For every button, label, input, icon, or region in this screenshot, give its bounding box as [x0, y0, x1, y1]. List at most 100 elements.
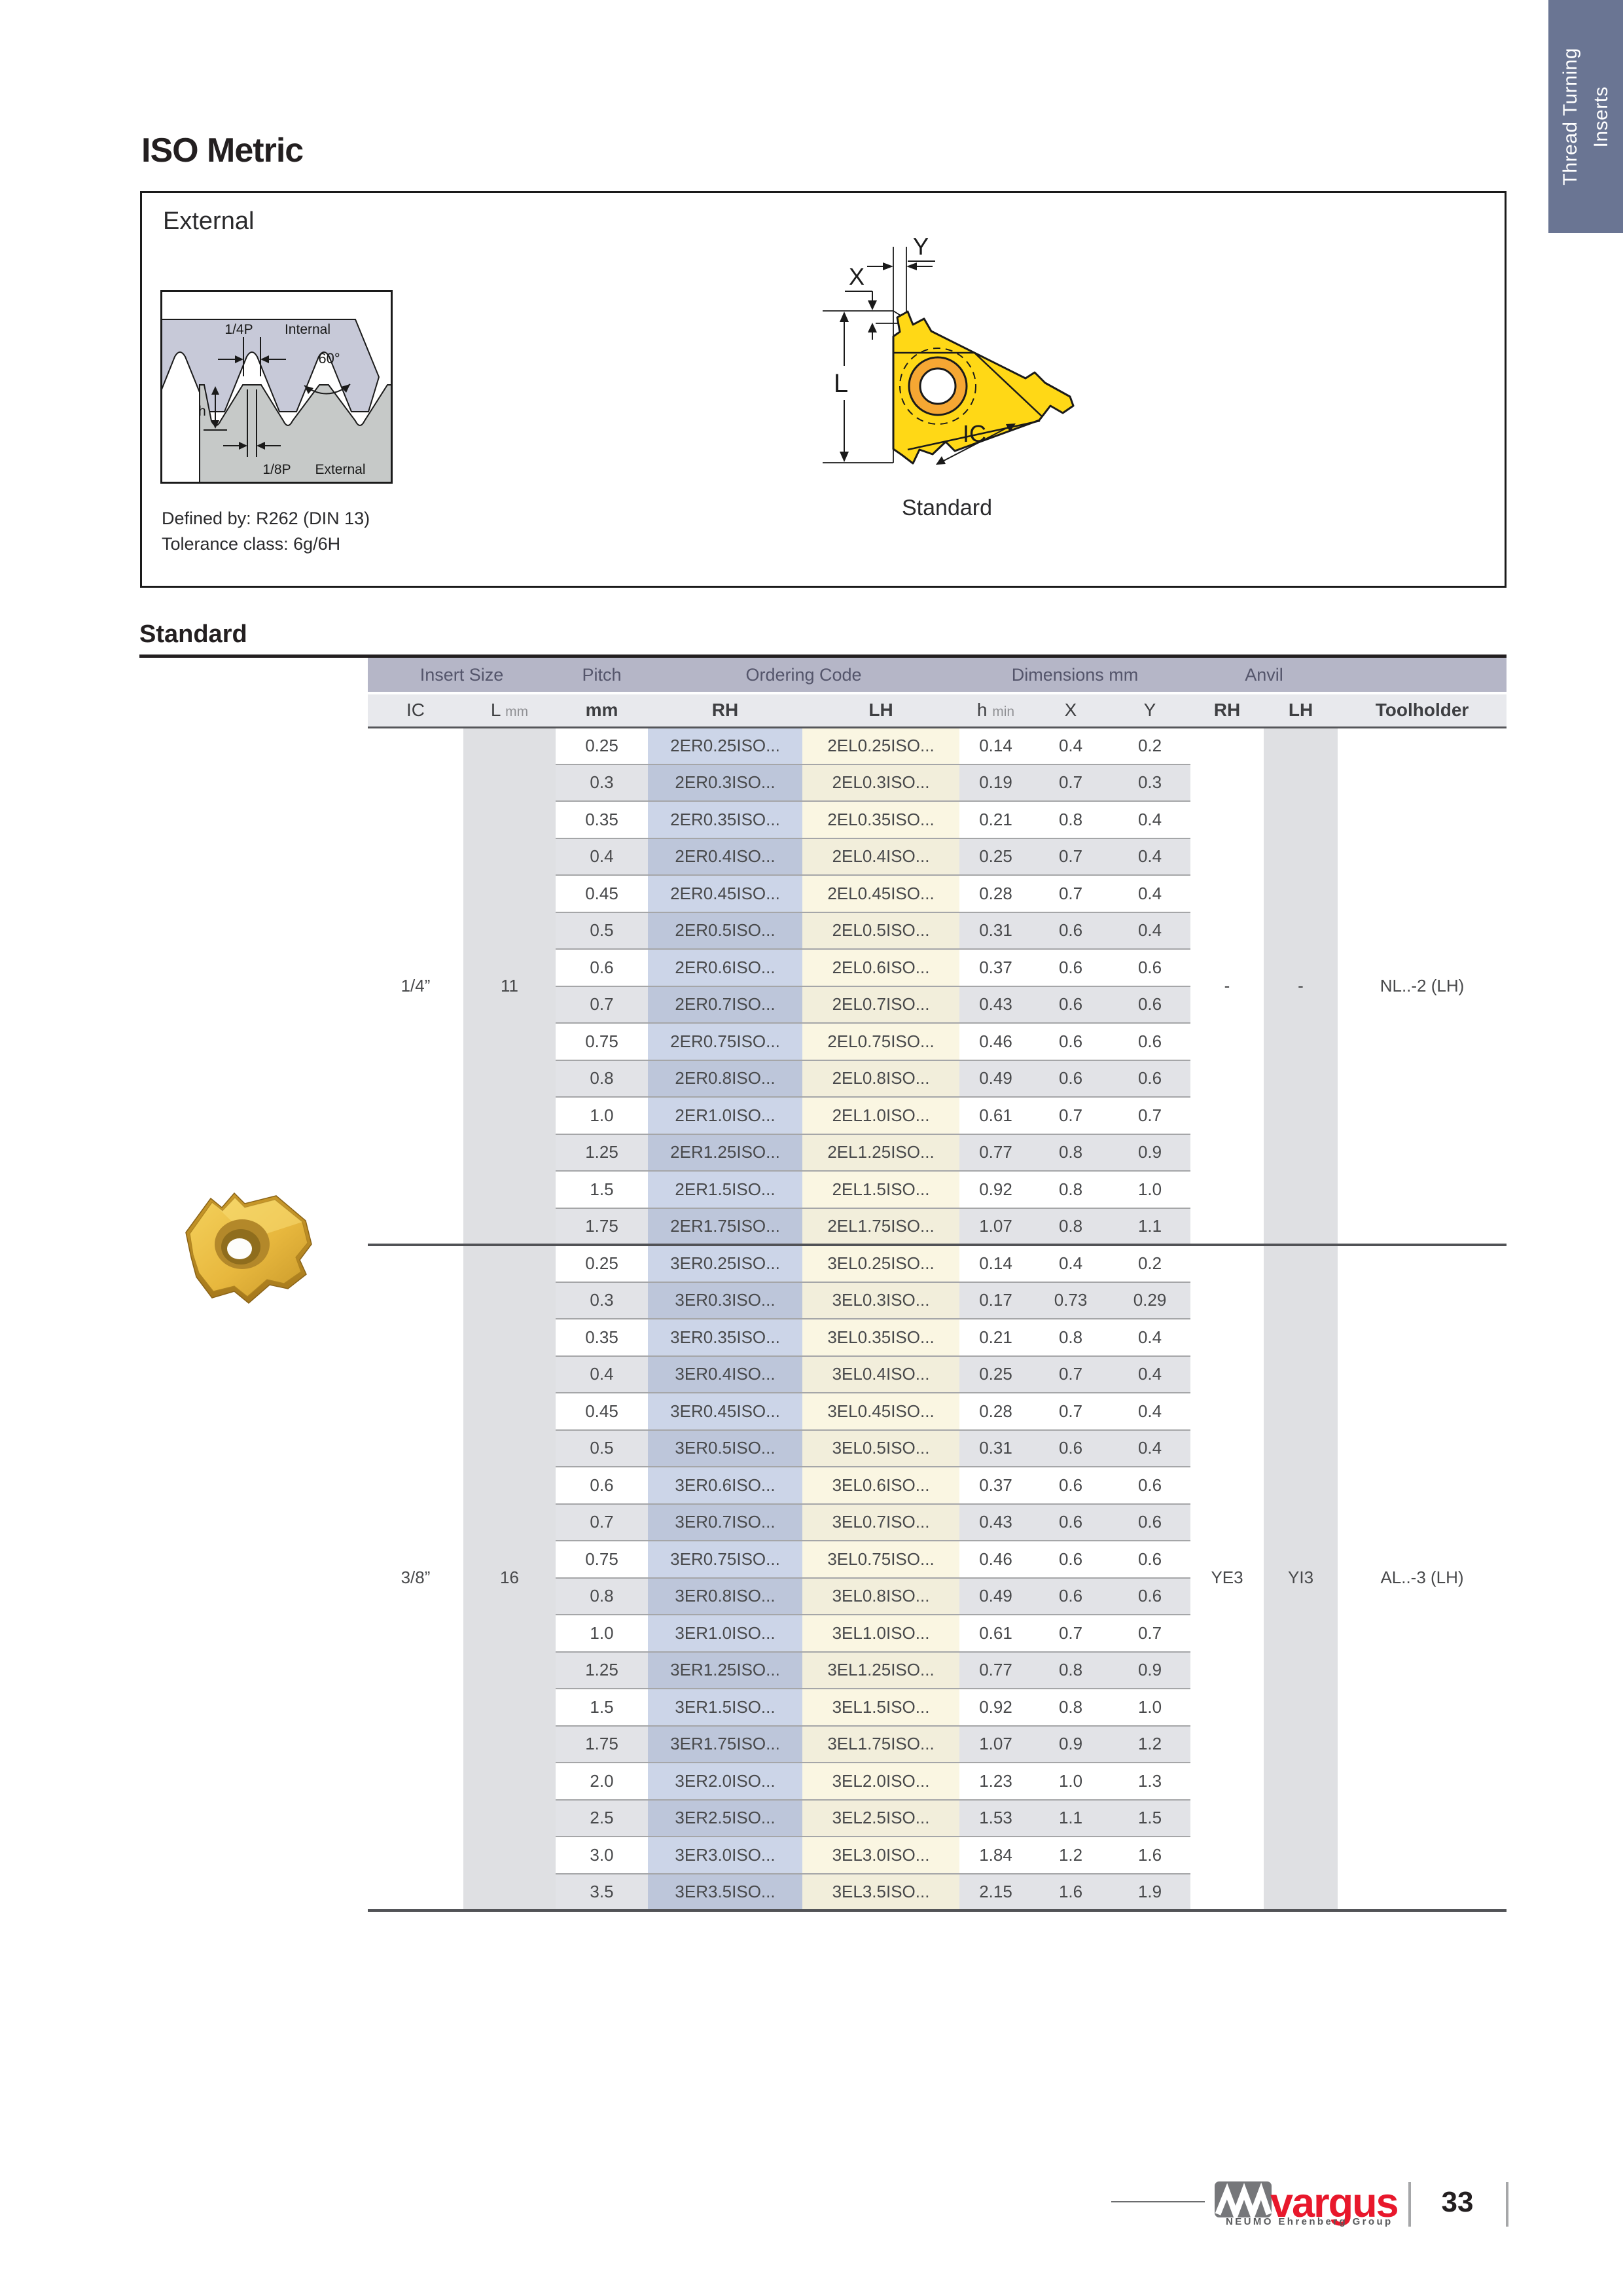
- arrowhead: [304, 386, 313, 394]
- cell-code-lh: 2EL0.7ISO...: [802, 985, 960, 1023]
- cell-y: 0.9: [1109, 1651, 1191, 1689]
- thread-profile-diagram: 1/4P Internal 60° h 1/8P External: [160, 290, 393, 484]
- cell-code-rh: 3ER0.4ISO...: [648, 1355, 802, 1393]
- col-header-x: X: [1032, 693, 1110, 728]
- cell-code-rh: 3ER2.5ISO...: [648, 1799, 802, 1837]
- cell-toolholder: AL..-3 (LH): [1338, 1244, 1507, 1910]
- table-row: 0.45 2ER0.45ISO... 2EL0.45ISO... 0.28 0.7 0.4: [368, 874, 1507, 912]
- table-row: 3.0 3ER3.0ISO... 3EL3.0ISO... 1.84 1.2 1.6: [368, 1836, 1507, 1874]
- cell-code-lh: 3EL1.25ISO...: [802, 1651, 960, 1689]
- cell-code-rh: 2ER0.8ISO...: [648, 1059, 802, 1097]
- col-header-hmin: h min: [959, 693, 1033, 728]
- side-tab-thread-turning-inserts: Thread Turning Inserts: [1548, 0, 1623, 233]
- arrowhead: [211, 420, 219, 429]
- col-header-ic: IC: [368, 693, 463, 728]
- external-label: External: [315, 462, 365, 477]
- cell-h-min: 0.46: [959, 1022, 1033, 1060]
- cell-h-min: 0.46: [959, 1540, 1033, 1578]
- cell-code-lh: 2EL1.5ISO...: [802, 1170, 960, 1208]
- cell-code-lh: 2EL0.45ISO...: [802, 874, 960, 912]
- cell-pitch: 1.75: [556, 1207, 648, 1245]
- cell-x: 0.6: [1032, 911, 1110, 949]
- inscribed-circle-dashed: [899, 348, 976, 425]
- cell-x: 0.7: [1032, 837, 1110, 875]
- cell-anvil-rh: YE3: [1190, 1244, 1264, 1910]
- group-toolholder-spacer: [1338, 658, 1507, 694]
- cell-pitch: 0.75: [556, 1540, 648, 1578]
- cell-pitch: 0.3: [556, 763, 648, 801]
- insert-photo: [185, 1192, 312, 1304]
- cell-y: 0.7: [1109, 1614, 1191, 1652]
- cell-x: 1.2: [1032, 1836, 1110, 1874]
- photo-hole-through: [227, 1238, 252, 1259]
- l-dim-label: L: [834, 369, 848, 398]
- cell-code-rh: 3ER1.25ISO...: [648, 1651, 802, 1689]
- table-row: 0.6 2ER0.6ISO... 2EL0.6ISO... 0.37 0.6 0.6: [368, 948, 1507, 986]
- cell-code-lh: 3EL0.7ISO...: [802, 1503, 960, 1541]
- cell-x: 0.9: [1032, 1725, 1110, 1763]
- table-row: 2.5 3ER2.5ISO... 3EL2.5ISO... 1.53 1.1 1.5: [368, 1799, 1507, 1837]
- insert-spec-table: Insert Size Pitch Ordering Code Dimensio…: [368, 658, 1507, 1912]
- table-row: 0.75 2ER0.75ISO... 2EL0.75ISO... 0.46 0.6 0.6: [368, 1022, 1507, 1060]
- cell-h-min: 0.14: [959, 727, 1033, 764]
- cell-pitch: 1.75: [556, 1725, 648, 1763]
- cell-h-min: 1.84: [959, 1836, 1033, 1874]
- cell-x: 0.8: [1032, 1318, 1110, 1356]
- cell-x: 0.7: [1032, 1355, 1110, 1393]
- cell-y: 0.4: [1109, 1355, 1191, 1393]
- table-row: 1.0 2ER1.0ISO... 2EL1.0ISO... 0.61 0.7 0.7: [368, 1096, 1507, 1134]
- cell-code-rh: 3ER0.3ISO...: [648, 1281, 802, 1319]
- insert-outline: [892, 310, 1075, 465]
- arrowhead: [211, 386, 219, 395]
- cell-x: 0.7: [1032, 874, 1110, 912]
- x-dim-label: X: [849, 263, 865, 290]
- cell-code-rh: 2ER1.25ISO...: [648, 1133, 802, 1171]
- table-row: 3/8” 16 0.25 3ER0.25ISO... 3EL0.25ISO... 0.14…: [368, 1244, 1507, 1910]
- col-header-rh: RH: [648, 693, 802, 728]
- table-row: 0.4 2ER0.4ISO... 2EL0.4ISO... 0.25 0.7 0.4: [368, 837, 1507, 875]
- group-pitch: Pitch: [556, 658, 648, 694]
- defined-by-block: Defined by: R262 (DIN 13) Tolerance clas…: [162, 506, 370, 557]
- cell-x: 0.6: [1032, 1466, 1110, 1504]
- table-row: 0.5 2ER0.5ISO... 2EL0.5ISO... 0.31 0.6 0.4: [368, 911, 1507, 949]
- cell-code-rh: 3ER0.25ISO...: [648, 1244, 802, 1282]
- arrowhead: [868, 323, 877, 332]
- cell-h-min: 0.14: [959, 1244, 1033, 1282]
- brand-name: vargus: [1270, 2180, 1399, 2226]
- cell-y: 1.6: [1109, 1836, 1191, 1874]
- cell-pitch: 3.0: [556, 1836, 648, 1874]
- insert-hole: [919, 367, 957, 405]
- cell-code-rh: 2ER0.45ISO...: [648, 874, 802, 912]
- vargus-logo-icon: [1215, 2181, 1272, 2217]
- cell-pitch: 1.0: [556, 1096, 648, 1134]
- cell-code-lh: 3EL0.4ISO...: [802, 1355, 960, 1393]
- y-dim-label: Y: [913, 235, 929, 260]
- cell-code-rh: 3ER1.0ISO...: [648, 1614, 802, 1652]
- insert-face-edges: [893, 351, 1043, 451]
- cell-insert-size-ic: 3/8”: [368, 1244, 463, 1910]
- page-title: ISO Metric: [141, 132, 304, 170]
- table-row: 0.8 2ER0.8ISO... 2EL0.8ISO... 0.49 0.6 0.6: [368, 1059, 1507, 1097]
- cell-code-rh: 3ER0.45ISO...: [648, 1392, 802, 1430]
- cell-pitch: 0.45: [556, 874, 648, 912]
- arrowhead: [883, 262, 893, 270]
- cell-code-lh: 2EL1.25ISO...: [802, 1133, 960, 1171]
- cell-y: 0.3: [1109, 763, 1191, 801]
- h-label: h: [198, 404, 206, 419]
- cell-y: 0.4: [1109, 1392, 1191, 1430]
- table-row: 1.75 2ER1.75ISO... 2EL1.75ISO... 1.07 0.8 1.1: [368, 1207, 1507, 1245]
- cell-x: 0.8: [1032, 1170, 1110, 1208]
- cell-pitch: 0.75: [556, 1022, 648, 1060]
- cell-code-rh: 3ER0.8ISO...: [648, 1577, 802, 1615]
- cell-x: 0.6: [1032, 985, 1110, 1023]
- ic-dim-label: IC: [963, 420, 986, 447]
- cell-pitch: 1.5: [556, 1688, 648, 1726]
- cell-h-min: 0.37: [959, 1466, 1033, 1504]
- cell-h-min: 0.92: [959, 1170, 1033, 1208]
- arrowhead: [1006, 423, 1016, 432]
- group-ordering-code: Ordering Code: [648, 658, 960, 694]
- cell-y: 0.4: [1109, 911, 1191, 949]
- table-row: 0.3 3ER0.3ISO... 3EL0.3ISO... 0.17 0.73 0.29: [368, 1281, 1507, 1319]
- cell-code-lh: 2EL0.8ISO...: [802, 1059, 960, 1097]
- section-heading-standard: Standard: [139, 620, 247, 648]
